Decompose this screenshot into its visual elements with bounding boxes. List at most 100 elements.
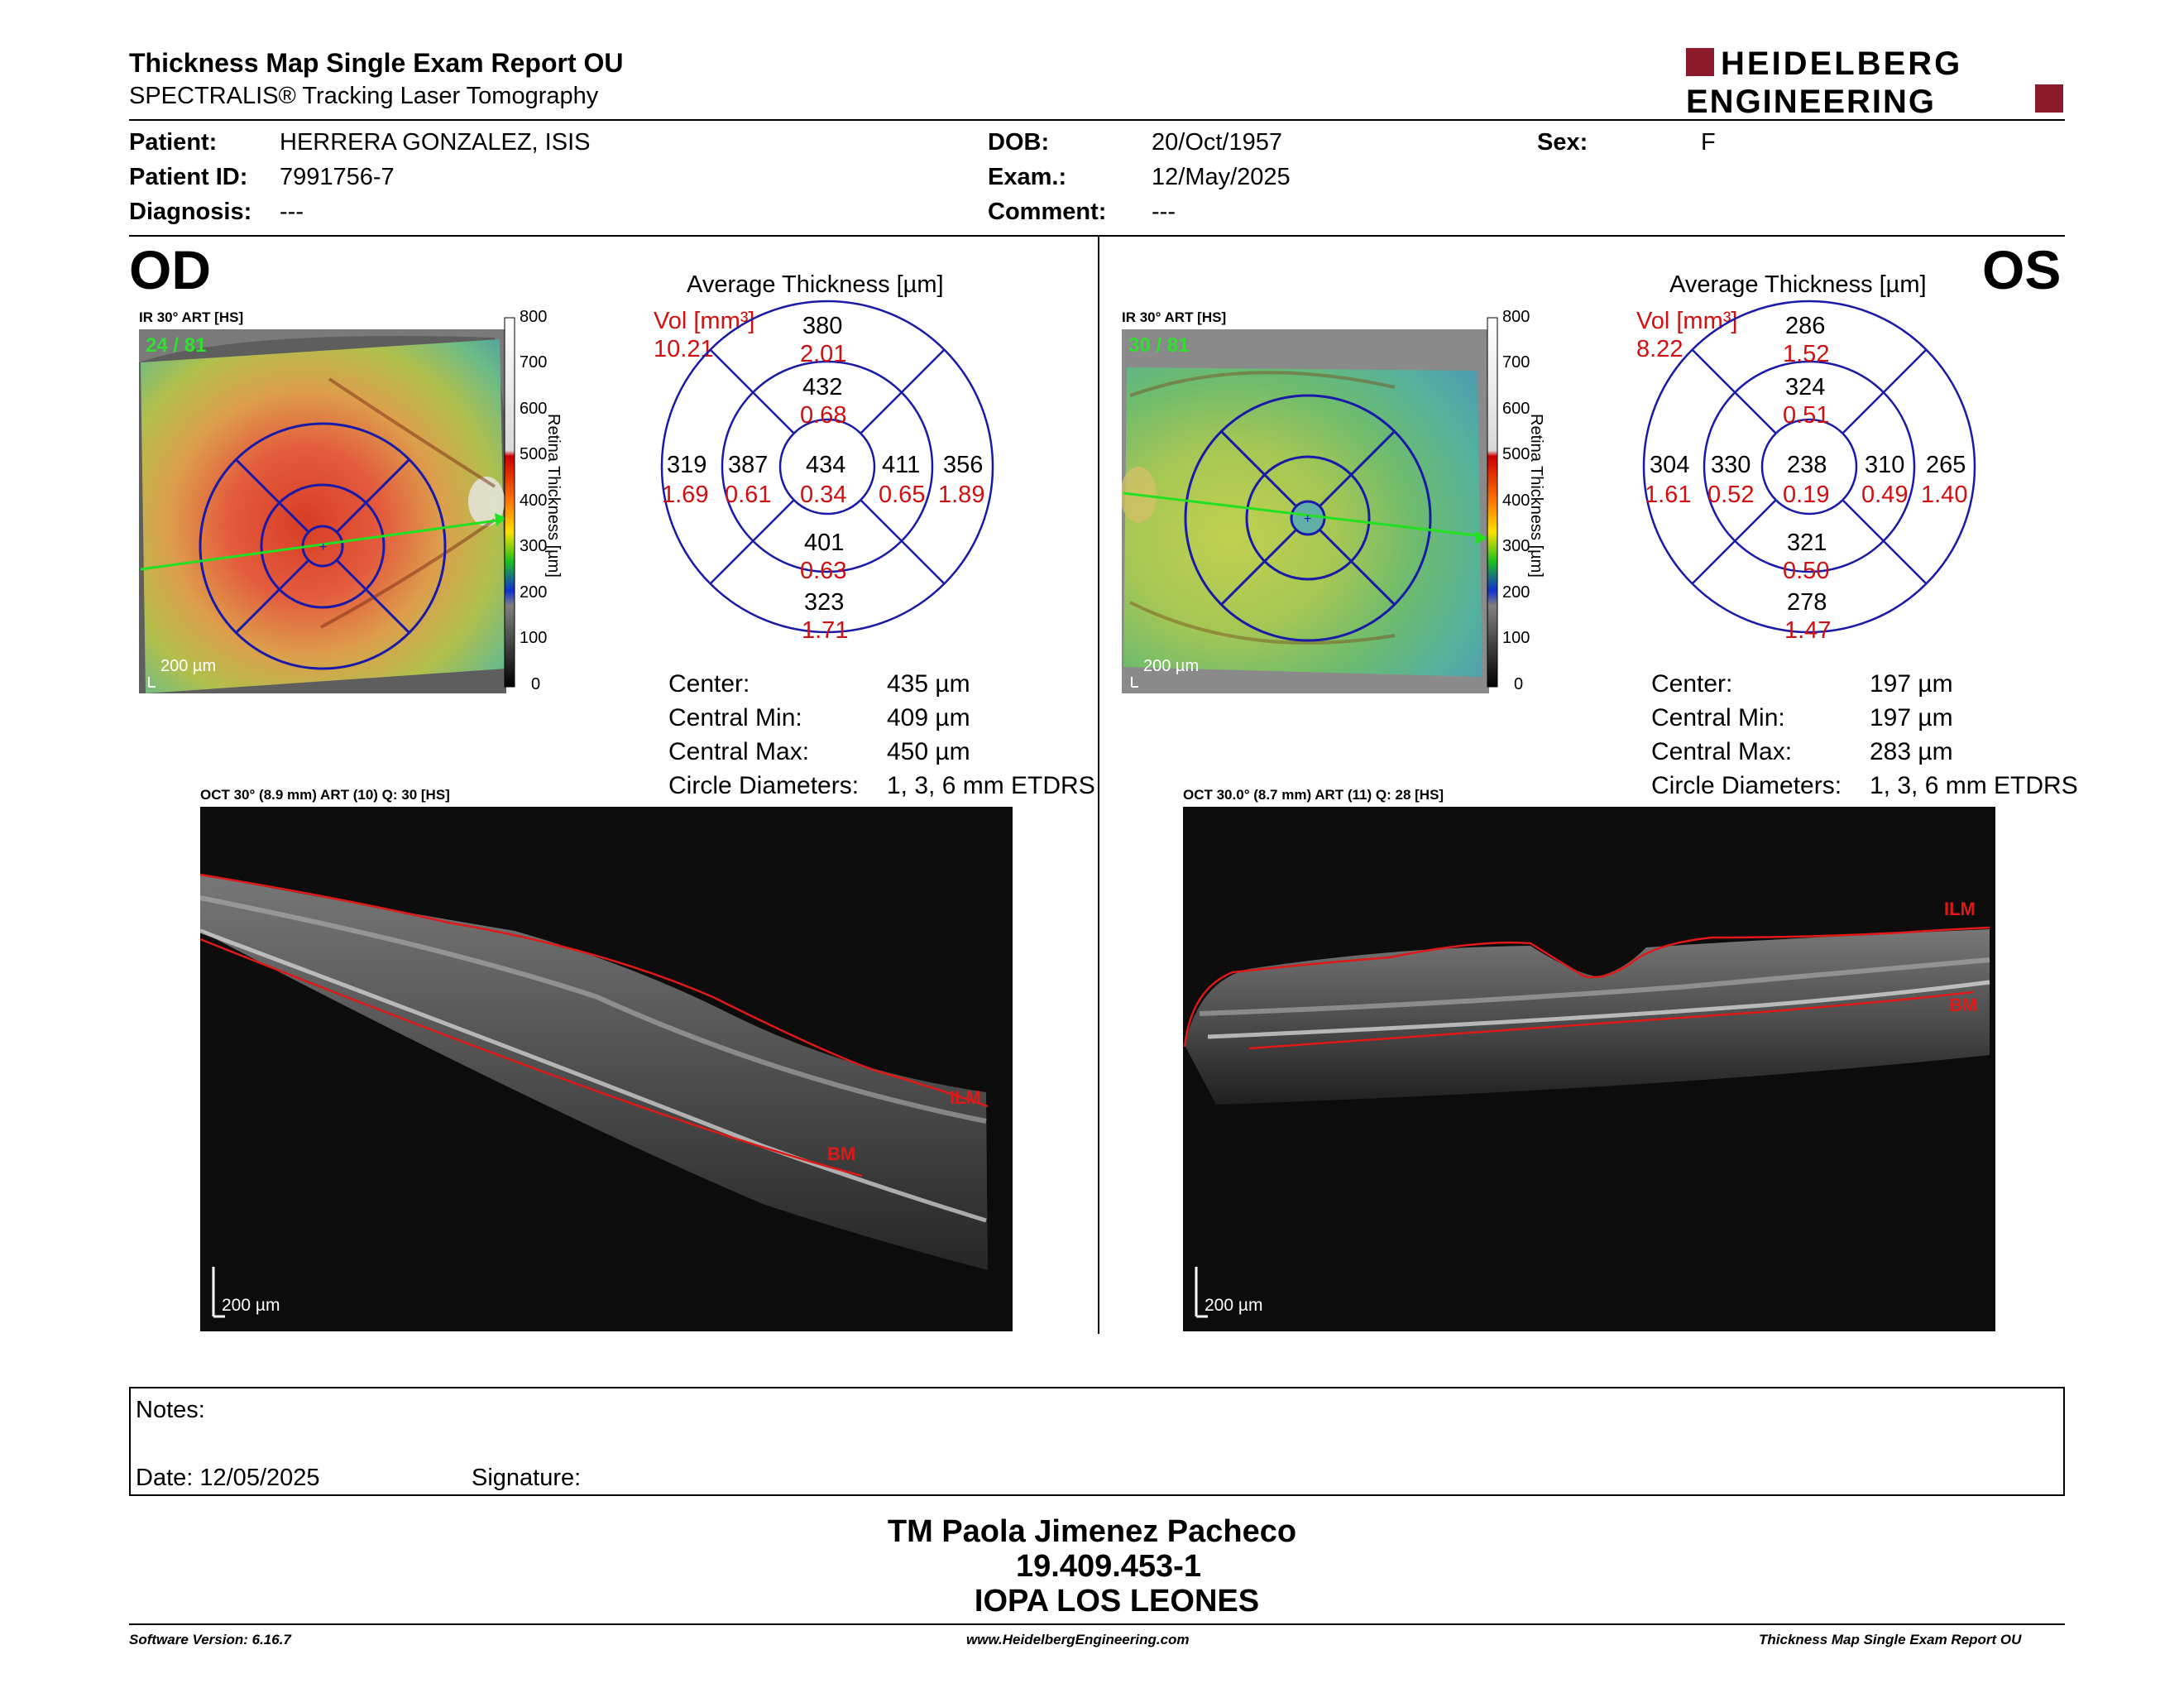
tick-100: 100 xyxy=(1502,629,1530,647)
tick-800: 800 xyxy=(1502,308,1530,326)
tick-800: 800 xyxy=(520,308,548,326)
os-frame-count: 30 / 81 xyxy=(1128,334,1190,357)
os-oct-bscan xyxy=(1183,807,1995,1331)
os-fundus-thickness-map: + xyxy=(1120,329,1489,693)
os-outer-inf-volume: 1.47 xyxy=(1784,617,1832,644)
os-oct-scale-label: 200 µm xyxy=(1205,1296,1263,1315)
od-inner-inf-volume: 0.63 xyxy=(800,558,847,584)
os-circle-diam-value: 1, 3, 6 mm ETDRS xyxy=(1870,772,2078,799)
od-colorscale-ticks: 800 700 600 500 400 300 200 100 0 xyxy=(520,308,561,693)
tick-300: 300 xyxy=(520,537,548,555)
os-oct-label: OCT 30.0° (8.7 mm) ART (11) Q: 28 [HS] xyxy=(1183,787,1444,803)
os-outer-right-volume: 1.40 xyxy=(1921,482,1968,508)
os-outer-inf-thickness: 278 xyxy=(1787,589,1827,616)
od-inner-inf-thickness: 401 xyxy=(804,530,845,556)
os-central-max-label: Central Max: xyxy=(1651,738,1793,765)
sex-label: Sex: xyxy=(1537,129,1588,156)
od-outer-right-thickness: 356 xyxy=(943,452,984,478)
od-etdrs-grid xyxy=(659,299,995,635)
od-outer-inf-volume: 1.71 xyxy=(802,617,849,644)
os-inner-right-volume: 0.49 xyxy=(1861,482,1909,508)
signature-label: Signature: xyxy=(472,1465,582,1491)
od-center-thickness: 434 xyxy=(806,452,846,478)
os-inner-sup-thickness: 324 xyxy=(1785,374,1826,400)
patient-name: HERRERA GONZALEZ, ISIS xyxy=(280,129,591,156)
tick-600: 600 xyxy=(1502,400,1530,418)
patient-rule xyxy=(129,235,2065,237)
tick-500: 500 xyxy=(520,445,548,463)
exam-value: 12/May/2025 xyxy=(1152,164,1291,190)
os-etdrs-grid xyxy=(1641,299,1977,635)
svg-text:HEIDELBERG: HEIDELBERG xyxy=(1721,46,1962,82)
tick-400: 400 xyxy=(520,492,548,510)
patient-id-value: 7991756-7 xyxy=(280,164,395,190)
os-colorscale-ticks: 800 700 600 500 400 300 200 100 0 xyxy=(1502,308,1544,693)
os-circle-diam-label: Circle Diameters: xyxy=(1651,772,1842,799)
os-center-value: 197 µm xyxy=(1870,670,1953,698)
os-vol-total: 8.22 xyxy=(1636,336,1684,362)
od-oct-bscan xyxy=(199,807,1013,1331)
os-center-label: Center: xyxy=(1651,670,1733,698)
od-outer-sup-volume: 2.01 xyxy=(800,341,847,367)
patient-id-label: Patient ID: xyxy=(129,164,248,190)
tick-500: 500 xyxy=(1502,445,1530,463)
footer-report-name: Thickness Map Single Exam Report OU xyxy=(1759,1632,2022,1647)
dob-label: DOB: xyxy=(988,129,1050,156)
od-central-max-label: Central Max: xyxy=(668,738,810,765)
os-inner-inf-thickness: 321 xyxy=(1787,530,1827,556)
os-avg-title: Average Thickness [µm] xyxy=(1669,271,1927,298)
os-center-volume: 0.19 xyxy=(1783,482,1830,508)
od-inner-left-volume: 0.61 xyxy=(725,482,772,508)
os-central-min-value: 197 µm xyxy=(1870,704,1953,731)
website-link[interactable]: www.HeidelbergEngineering.com xyxy=(966,1632,1190,1647)
od-colorscale-axis-label: Retina Thickness [µm] xyxy=(544,414,563,578)
os-ilm-label: ILM xyxy=(1944,899,1976,919)
od-oct-label: OCT 30° (8.9 mm) ART (10) Q: 30 [HS] xyxy=(200,787,450,803)
od-circle-diam-label: Circle Diameters: xyxy=(668,772,860,799)
tick-0: 0 xyxy=(531,675,541,693)
tick-0: 0 xyxy=(1514,675,1524,693)
od-inner-left-thickness: 387 xyxy=(728,452,769,478)
footer-rule xyxy=(129,1623,2065,1625)
tick-700: 700 xyxy=(520,353,548,372)
od-ilm-label: ILM xyxy=(950,1087,981,1108)
od-avg-title: Average Thickness [µm] xyxy=(687,271,944,298)
diagnosis-value: --- xyxy=(280,199,304,225)
notes-label: Notes: xyxy=(136,1397,205,1423)
tick-100: 100 xyxy=(520,629,548,647)
os-bm-label: BM xyxy=(1949,995,1978,1015)
svg-text:+: + xyxy=(319,540,327,554)
od-central-max-value: 450 µm xyxy=(887,738,970,765)
od-circle-diam-value: 1, 3, 6 mm ETDRS xyxy=(887,772,1095,799)
svg-text:ENGINEERING: ENGINEERING xyxy=(1686,84,1936,117)
diagnosis-label: Diagnosis: xyxy=(129,199,252,225)
dob-value: 20/Oct/1957 xyxy=(1152,129,1282,156)
os-ir-label: IR 30° ART [HS] xyxy=(1122,309,1227,325)
tick-200: 200 xyxy=(520,583,548,602)
patient-label: Patient: xyxy=(129,129,218,156)
od-center-value: 435 µm xyxy=(887,670,970,698)
od-center-label: Center: xyxy=(668,670,750,698)
od-center-volume: 0.34 xyxy=(800,482,847,508)
comment-label: Comment: xyxy=(988,199,1107,225)
exam-label: Exam.: xyxy=(988,164,1067,190)
os-center-thickness: 238 xyxy=(1787,452,1827,478)
signer-org: IOPA LOS LEONES xyxy=(974,1584,1260,1618)
os-colorscale xyxy=(1486,311,1569,692)
os-inner-sup-volume: 0.51 xyxy=(1783,402,1830,429)
os-inner-left-volume: 0.52 xyxy=(1707,482,1755,508)
od-outer-right-volume: 1.89 xyxy=(938,482,985,508)
od-fundus-thickness-map: + xyxy=(139,329,506,693)
report-subtitle: SPECTRALIS® Tracking Laser Tomography xyxy=(129,83,599,109)
notes-box[interactable]: Notes: Date: 12/05/2025 Signature: xyxy=(129,1387,2065,1496)
tick-600: 600 xyxy=(520,400,548,418)
os-outer-sup-volume: 1.52 xyxy=(1783,341,1830,367)
os-outer-left-thickness: 304 xyxy=(1650,452,1690,478)
od-outer-sup-thickness: 380 xyxy=(802,313,843,339)
os-inner-right-thickness: 310 xyxy=(1865,452,1905,478)
os-outer-right-thickness: 265 xyxy=(1926,452,1966,478)
od-vol-label: Vol [mm³] xyxy=(654,308,755,334)
signer-name: TM Paola Jimenez Pacheco xyxy=(887,1514,1297,1549)
notes-date: Date: 12/05/2025 xyxy=(136,1465,320,1491)
od-inner-right-volume: 0.65 xyxy=(879,482,926,508)
